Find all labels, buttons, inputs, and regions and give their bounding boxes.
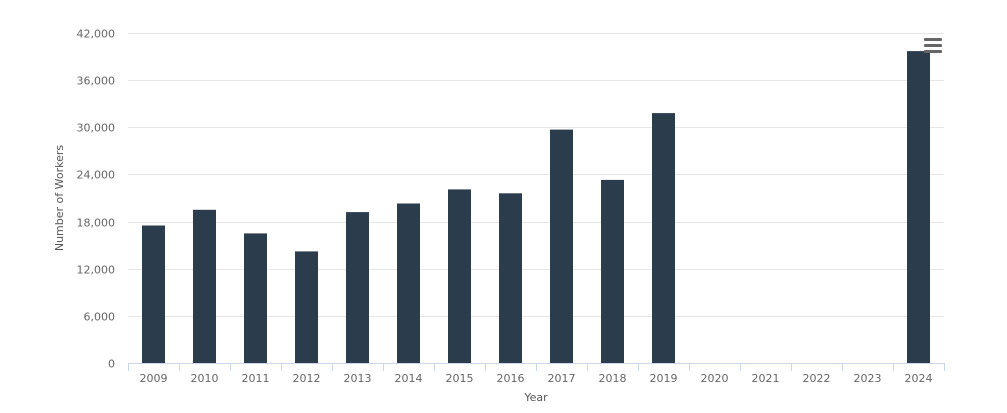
y-tick-label: 30,000 [77,122,116,135]
x-tick-label: 2019 [650,372,678,385]
x-tick-label: 2014 [395,372,423,385]
bar-2015[interactable] [448,189,471,363]
bars [142,51,930,363]
hamburger-menu-icon-bar [924,50,942,53]
bar-2012[interactable] [295,251,318,363]
y-axis-title: Number of Workers [53,145,66,252]
x-tick-label: 2012 [293,372,321,385]
bar-2014[interactable] [397,203,420,364]
bar-2011[interactable] [244,233,267,363]
bar-2016[interactable] [499,193,522,363]
bar-2010[interactable] [193,209,216,363]
hamburger-menu-icon [924,38,942,41]
y-tick-label: 12,000 [77,264,116,277]
x-tick-label: 2017 [548,372,576,385]
axes [128,363,945,371]
bar-2024[interactable] [907,51,930,363]
x-tick-label: 2013 [344,372,372,385]
bar-2009[interactable] [142,225,165,364]
x-tick-label: 2018 [599,372,627,385]
x-tick-label: 2016 [497,372,525,385]
x-tick-label: 2021 [752,372,780,385]
x-tick-label: 2020 [701,372,729,385]
bar-2013[interactable] [346,212,369,363]
bar-2019[interactable] [652,113,675,363]
bar-2017[interactable] [550,129,573,363]
y-tick-label: 18,000 [77,217,116,230]
x-tick-label: 2024 [905,372,933,385]
x-tick-label: 2009 [140,372,168,385]
x-tick-label: 2015 [446,372,474,385]
x-tick-label: 2010 [191,372,219,385]
y-tick-label: 0 [108,358,115,371]
chart-context-menu-button[interactable] [921,36,945,56]
bar-2018[interactable] [601,179,624,363]
x-tick-label: 2023 [854,372,882,385]
y-tick-label: 6,000 [84,311,116,324]
hamburger-menu-icon-bar [924,44,942,47]
x-tick-labels: 2009 2010 2011 2012 2013 2014 2015 2016 2017 2018… [140,372,933,385]
x-axis-title: Year [523,391,548,404]
y-tick-label: 42,000 [77,28,116,41]
x-tick-label: 2022 [803,372,831,385]
y-tick-label: 36,000 [77,75,116,88]
x-tick-label: 2011 [242,372,270,385]
y-tick-label: 24,000 [77,169,116,182]
y-tick-labels: 0 6,000 12,000 18,000 24,000 30,000 36,000 42,0… [77,28,116,371]
